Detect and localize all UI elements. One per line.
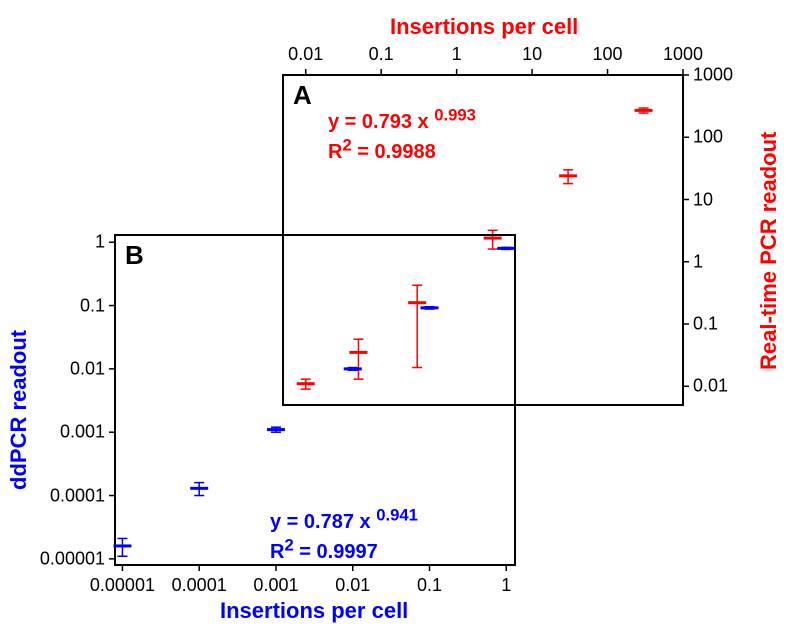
right-y-axis-label: Real-time PCR readout — [756, 110, 782, 370]
tick-right-2: 1 — [693, 251, 703, 272]
tick-top-2: 1 — [452, 44, 462, 65]
panel-a-letter: A — [293, 80, 312, 111]
panel-a-equation: y = 0.793 x 0.993 R2 = 0.9988 — [328, 104, 476, 165]
tick-right-5: 1000 — [693, 65, 733, 86]
tick-right-4: 100 — [693, 127, 723, 148]
top-x-axis-label: Insertions per cell — [390, 14, 578, 40]
eqn-a-line2: R2 = 0.9988 — [328, 141, 436, 163]
tick-bottom-2: 0.001 — [253, 575, 298, 596]
eqn-b-line2: R2 = 0.9997 — [270, 541, 378, 563]
tick-top-1: 0.1 — [369, 44, 394, 65]
left-y-axis-label: ddPCR readout — [6, 310, 32, 490]
tick-left-1: 0.0001 — [50, 485, 105, 506]
tick-left-3: 0.01 — [70, 358, 105, 379]
tick-bottom-0: 0.00001 — [90, 575, 155, 596]
eqn-b-line1: y = 0.787 x 0.941 — [270, 511, 418, 533]
panel-b-letter: B — [125, 240, 144, 271]
tick-bottom-3: 0.01 — [335, 575, 370, 596]
tick-right-3: 10 — [693, 189, 713, 210]
tick-bottom-4: 0.1 — [417, 575, 442, 596]
tick-right-0: 0.01 — [693, 376, 728, 397]
tick-top-4: 100 — [593, 44, 623, 65]
tick-left-2: 0.001 — [60, 422, 105, 443]
tick-left-4: 0.1 — [80, 295, 105, 316]
tick-top-5: 1000 — [663, 44, 703, 65]
tick-top-0: 0.01 — [288, 44, 323, 65]
tick-left-0: 0.00001 — [40, 548, 105, 569]
tick-right-1: 0.1 — [693, 314, 718, 335]
tick-bottom-1: 0.0001 — [172, 575, 227, 596]
panel-b-equation: y = 0.787 x 0.941 R2 = 0.9997 — [270, 504, 418, 565]
bottom-x-axis-label: Insertions per cell — [220, 598, 408, 624]
tick-left-5: 1 — [95, 232, 105, 253]
eqn-a-line1: y = 0.793 x 0.993 — [328, 111, 476, 133]
tick-bottom-5: 1 — [501, 575, 511, 596]
tick-top-3: 10 — [522, 44, 542, 65]
